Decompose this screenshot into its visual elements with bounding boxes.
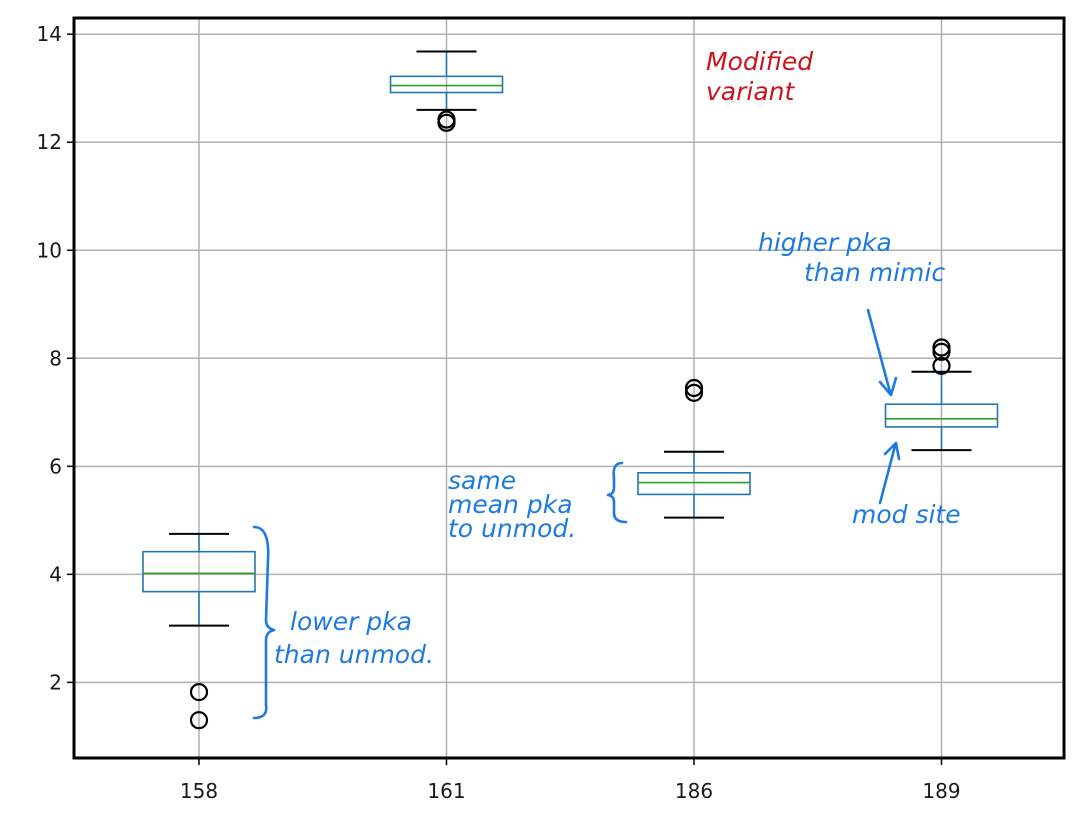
outlier-point <box>684 378 704 398</box>
annotation-text: variant <box>706 77 796 106</box>
annotation-text: mean pka <box>448 490 573 519</box>
annotation-text: than mimic <box>804 258 945 287</box>
x-tick-label: 158 <box>180 779 218 803</box>
box-189 <box>884 338 999 452</box>
arrowhead-higher-pka <box>878 376 898 397</box>
y-tick-label: 10 <box>37 238 62 262</box>
annotation-text: to unmod. <box>448 514 576 543</box>
annotation-text: than unmod. <box>274 640 434 669</box>
box-161 <box>389 50 504 132</box>
arrow-mod-site <box>878 444 897 505</box>
box-plot-series <box>142 50 999 730</box>
arrowhead-mod-site <box>883 441 901 461</box>
y-tick-label: 6 <box>49 454 62 478</box>
outlier-point <box>437 113 456 132</box>
annotation-text: same <box>448 466 516 495</box>
iqr-box <box>142 550 256 593</box>
x-tick-label: 189 <box>922 779 960 803</box>
y-tick-label: 12 <box>37 130 62 154</box>
outlier-point <box>932 342 951 361</box>
arrow-higher-pka <box>866 308 892 394</box>
outlier-point <box>932 356 951 375</box>
x-tick-label: 186 <box>675 779 713 803</box>
bracket-186 <box>606 461 628 524</box>
x-tick-label: 161 <box>427 779 465 803</box>
y-tick-label: 14 <box>37 22 62 46</box>
axis-ticks: 2 4 6 8 10 12 14 158 161 186 189 <box>37 22 961 803</box>
outlier-point <box>684 383 704 402</box>
y-tick-label: 2 <box>49 670 62 694</box>
iqr-box <box>884 403 999 428</box>
plot-frame <box>72 16 1066 760</box>
iqr-box <box>637 472 751 496</box>
y-tick-label: 8 <box>49 346 62 370</box>
annotation-text: mod site <box>852 500 961 529</box>
annotation-lower: lower pka than unmod. <box>274 607 434 669</box>
iqr-box <box>389 75 504 94</box>
grid-lines <box>74 18 1064 758</box>
bracket-158 <box>252 525 276 720</box>
annotation-text: Modified <box>706 47 813 76</box>
outlier-point <box>189 711 209 730</box>
annotation-text: higher pka <box>758 228 892 257</box>
box-186 <box>637 378 751 519</box>
annotation-modsite: mod site <box>852 500 961 529</box>
annotation-text: lower pka <box>290 607 412 636</box>
y-tick-label: 4 <box>49 562 62 586</box>
box-158 <box>142 532 256 730</box>
outlier-point <box>189 683 209 702</box>
